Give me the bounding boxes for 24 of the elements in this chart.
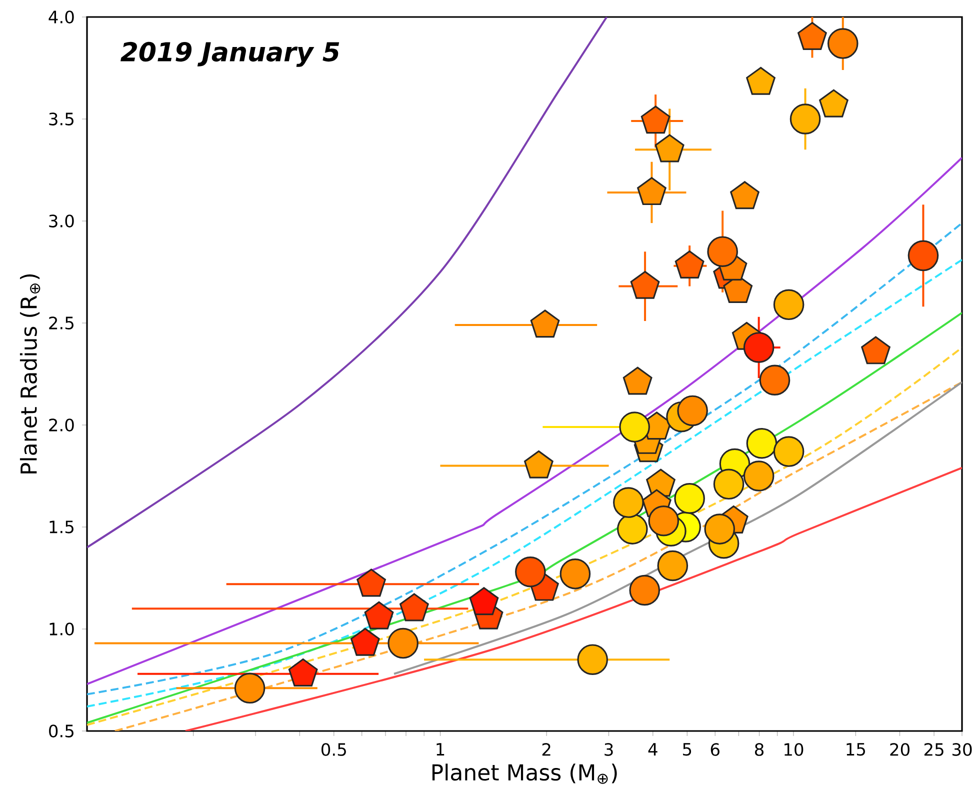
y-tick-label: 2.5 [49, 316, 74, 330]
y-axis-title: Planet Radius (R$_{⊕}$) [20, 274, 40, 474]
text: 2019 January 5 [120, 42, 340, 67]
y-tick-label: 0.5 [49, 724, 74, 738]
y-tick-label: 4.0 [48, 10, 74, 24]
x-tick-label: 25 [924, 743, 944, 756]
x-tick-label: 8 [754, 743, 764, 756]
x-tick-label: 3 [604, 743, 613, 756]
x-tick-label: 30 [952, 743, 972, 756]
x-tick-label: 4 [648, 743, 658, 756]
y-tick-label: 1.5 [50, 520, 74, 534]
y-tick-label: 3.0 [49, 214, 74, 228]
x-tick-label: 15 [846, 743, 865, 756]
x-tick-label: 5 [683, 743, 692, 756]
x-tick-label: 2 [542, 743, 550, 756]
x-tick-label: 0.5 [322, 743, 346, 756]
y-tick-label: 2.0 [49, 418, 74, 432]
y-tick-label: 3.5 [49, 112, 74, 126]
x-tick-label: 20 [890, 743, 910, 756]
x-tick-label: 1 [436, 743, 444, 756]
x-tick-label: 6 [710, 743, 720, 756]
x-axis-title: Planet Mass (M$_{⊕}$) [432, 764, 617, 784]
x-tick-label: 10 [784, 743, 804, 756]
y-tick-label: 1.0 [50, 622, 74, 636]
